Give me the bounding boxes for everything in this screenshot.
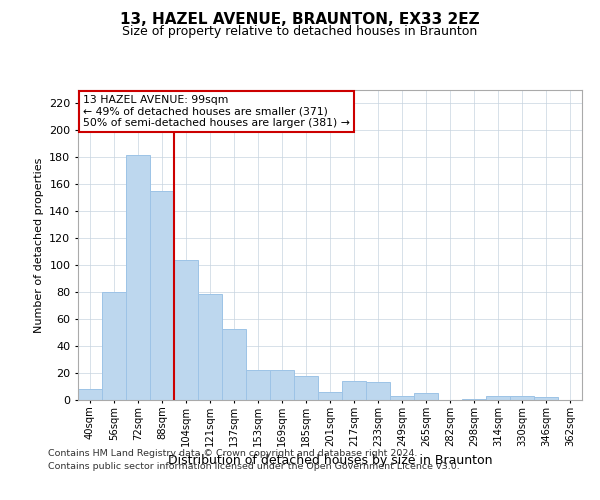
Bar — [246, 370, 270, 400]
X-axis label: Distribution of detached houses by size in Braunton: Distribution of detached houses by size … — [168, 454, 492, 468]
Bar — [366, 382, 390, 400]
Text: Size of property relative to detached houses in Braunton: Size of property relative to detached ho… — [122, 25, 478, 38]
Bar — [342, 381, 366, 400]
Bar — [198, 294, 222, 400]
Bar — [414, 394, 438, 400]
Bar — [294, 376, 318, 400]
Bar — [78, 389, 102, 400]
Text: 13 HAZEL AVENUE: 99sqm
← 49% of detached houses are smaller (371)
50% of semi-de: 13 HAZEL AVENUE: 99sqm ← 49% of detached… — [83, 94, 350, 128]
Bar — [126, 154, 150, 400]
Bar — [270, 370, 294, 400]
Bar — [150, 191, 174, 400]
Bar — [462, 398, 486, 400]
Bar — [102, 292, 126, 400]
Bar — [390, 396, 414, 400]
Bar — [222, 328, 246, 400]
Bar — [318, 392, 342, 400]
Text: Contains HM Land Registry data © Crown copyright and database right 2024.: Contains HM Land Registry data © Crown c… — [48, 448, 418, 458]
Bar — [174, 260, 198, 400]
Bar — [534, 398, 558, 400]
Y-axis label: Number of detached properties: Number of detached properties — [34, 158, 44, 332]
Bar — [486, 396, 510, 400]
Text: 13, HAZEL AVENUE, BRAUNTON, EX33 2EZ: 13, HAZEL AVENUE, BRAUNTON, EX33 2EZ — [120, 12, 480, 28]
Bar — [510, 396, 534, 400]
Text: Contains public sector information licensed under the Open Government Licence v3: Contains public sector information licen… — [48, 462, 460, 471]
